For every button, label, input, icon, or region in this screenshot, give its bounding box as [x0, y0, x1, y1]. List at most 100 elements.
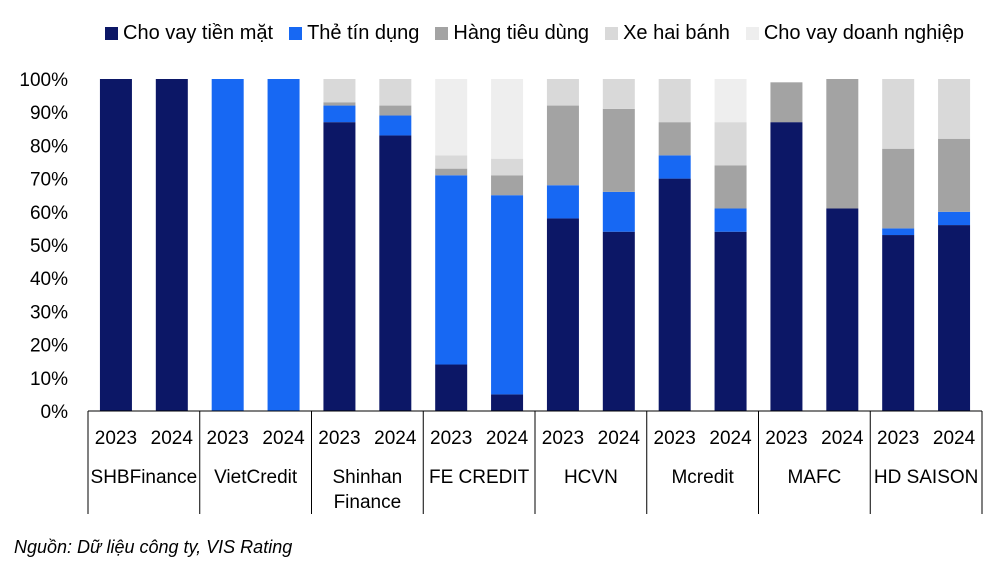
bar-segment — [938, 79, 971, 139]
bar-segment — [658, 79, 691, 123]
bar-segment — [770, 122, 803, 411]
bar-segment — [435, 175, 468, 365]
bar-segment — [602, 191, 635, 232]
group-label: FE CREDIT — [429, 467, 530, 488]
x-tick-label: 2024 — [709, 428, 752, 449]
group-label: MAFC — [787, 467, 841, 488]
bar-segment — [379, 105, 412, 116]
bar-segment — [435, 79, 468, 156]
bar-segment — [435, 155, 468, 169]
bar-segment — [714, 122, 747, 166]
bar-segment — [491, 79, 524, 159]
bar-segment — [491, 394, 524, 411]
bar-segment — [323, 122, 356, 411]
group-label: VietCredit — [214, 467, 298, 488]
bar-segment — [602, 79, 635, 109]
y-tick-label: 90% — [30, 103, 68, 124]
bar-segment — [714, 231, 747, 411]
legend-label: Cho vay tiền mặt — [123, 21, 274, 44]
x-tick-label: 2023 — [542, 428, 584, 449]
bar-segment — [658, 122, 691, 156]
bar-segment — [546, 185, 579, 219]
bar-segment — [99, 79, 132, 411]
bar-segment — [546, 218, 579, 411]
bar-segment — [323, 105, 356, 123]
x-tick-label: 2024 — [821, 428, 864, 449]
group-label: HCVN — [564, 467, 618, 488]
bar-segment — [882, 148, 915, 229]
x-tick-label: 2023 — [430, 428, 472, 449]
y-tick-label: 70% — [30, 170, 68, 191]
bar-segment — [491, 195, 524, 395]
group-label: SHBFinance — [91, 467, 198, 488]
legend-label: Hàng tiêu dùng — [453, 21, 590, 44]
legend-label: Cho vay doanh nghiệp — [763, 21, 964, 44]
y-tick-label: 40% — [30, 269, 68, 290]
bar-segment — [379, 79, 412, 106]
group-label: Mcredit — [671, 467, 734, 488]
source-note: Nguồn: Dữ liệu công ty, VIS Rating — [14, 537, 293, 557]
y-tick-label: 60% — [30, 203, 68, 224]
y-tick-label: 50% — [30, 236, 68, 257]
legend-label: Xe hai bánh — [623, 21, 730, 44]
stacked-bar-chart: 0% 10% 20% 30% 40% 50% 60% 70% 80% 90% 100% 2023 202… — [19, 70, 983, 514]
bar-segment — [323, 102, 356, 106]
bar-segment — [770, 82, 803, 123]
x-tick-label: 2024 — [598, 428, 641, 449]
bar-segment — [714, 208, 747, 232]
group-label: Shinhan — [333, 467, 403, 488]
bar-segment — [379, 115, 412, 136]
bar-segment — [938, 138, 971, 212]
legend-swatch — [289, 26, 303, 40]
legend-label: Thẻ tín dụng — [307, 21, 420, 44]
bar-segment — [491, 175, 524, 196]
legend-item: Cho vay tiền mặt — [105, 22, 273, 45]
bar-segment — [882, 228, 915, 236]
bar-segment — [211, 79, 244, 411]
legend-swatch — [435, 26, 449, 40]
bar-segment — [602, 231, 635, 411]
x-tick-label: 2023 — [207, 428, 249, 449]
bar-segment — [155, 79, 188, 411]
x-tick-label: 2023 — [765, 428, 807, 449]
x-tick-label: 2024 — [486, 428, 529, 449]
bar-segment — [658, 155, 691, 179]
legend-item: Thẻ tín dụng — [289, 22, 419, 45]
y-tick-label: 10% — [30, 369, 68, 390]
bar-segment — [602, 108, 635, 192]
legend-swatch — [105, 26, 118, 40]
y-tick-label: 100% — [19, 70, 68, 91]
group-label: HD SAISON — [874, 467, 979, 488]
bar-segment — [826, 79, 859, 209]
x-tick-label: 2023 — [95, 428, 137, 449]
legend-swatch — [605, 26, 619, 40]
bar-segment — [714, 165, 747, 209]
y-tick-label: 30% — [30, 302, 68, 323]
y-tick-label: 80% — [30, 136, 68, 157]
x-tick-label: 2024 — [151, 428, 194, 449]
legend-item: Hàng tiêu dùng — [435, 22, 589, 45]
bar-segment — [491, 158, 524, 176]
bar-segment — [379, 135, 412, 411]
y-tick-label: 20% — [30, 336, 68, 357]
bar-segment — [938, 225, 971, 411]
bar-segment — [435, 364, 468, 411]
bar-segment — [658, 178, 691, 411]
bar-segment — [882, 235, 915, 411]
x-tick-label: 2023 — [877, 428, 919, 449]
x-tick-label: 2024 — [374, 428, 417, 449]
x-tick-label: 2024 — [933, 428, 976, 449]
x-tick-label: 2023 — [318, 428, 360, 449]
bar-segment — [714, 79, 747, 123]
legend-swatch — [745, 26, 759, 40]
bar-segment — [323, 79, 356, 103]
group-label: Finance — [334, 492, 402, 513]
x-tick-label: 2024 — [262, 428, 305, 449]
bar-segment — [435, 168, 468, 176]
bar-segment — [826, 208, 859, 411]
legend-item: Cho vay doanh nghiệp — [745, 21, 964, 45]
legend-item: Xe hai bánh — [605, 22, 730, 45]
bar-segment — [938, 211, 971, 226]
bar-segment — [267, 79, 300, 411]
bar-segment — [546, 79, 579, 106]
